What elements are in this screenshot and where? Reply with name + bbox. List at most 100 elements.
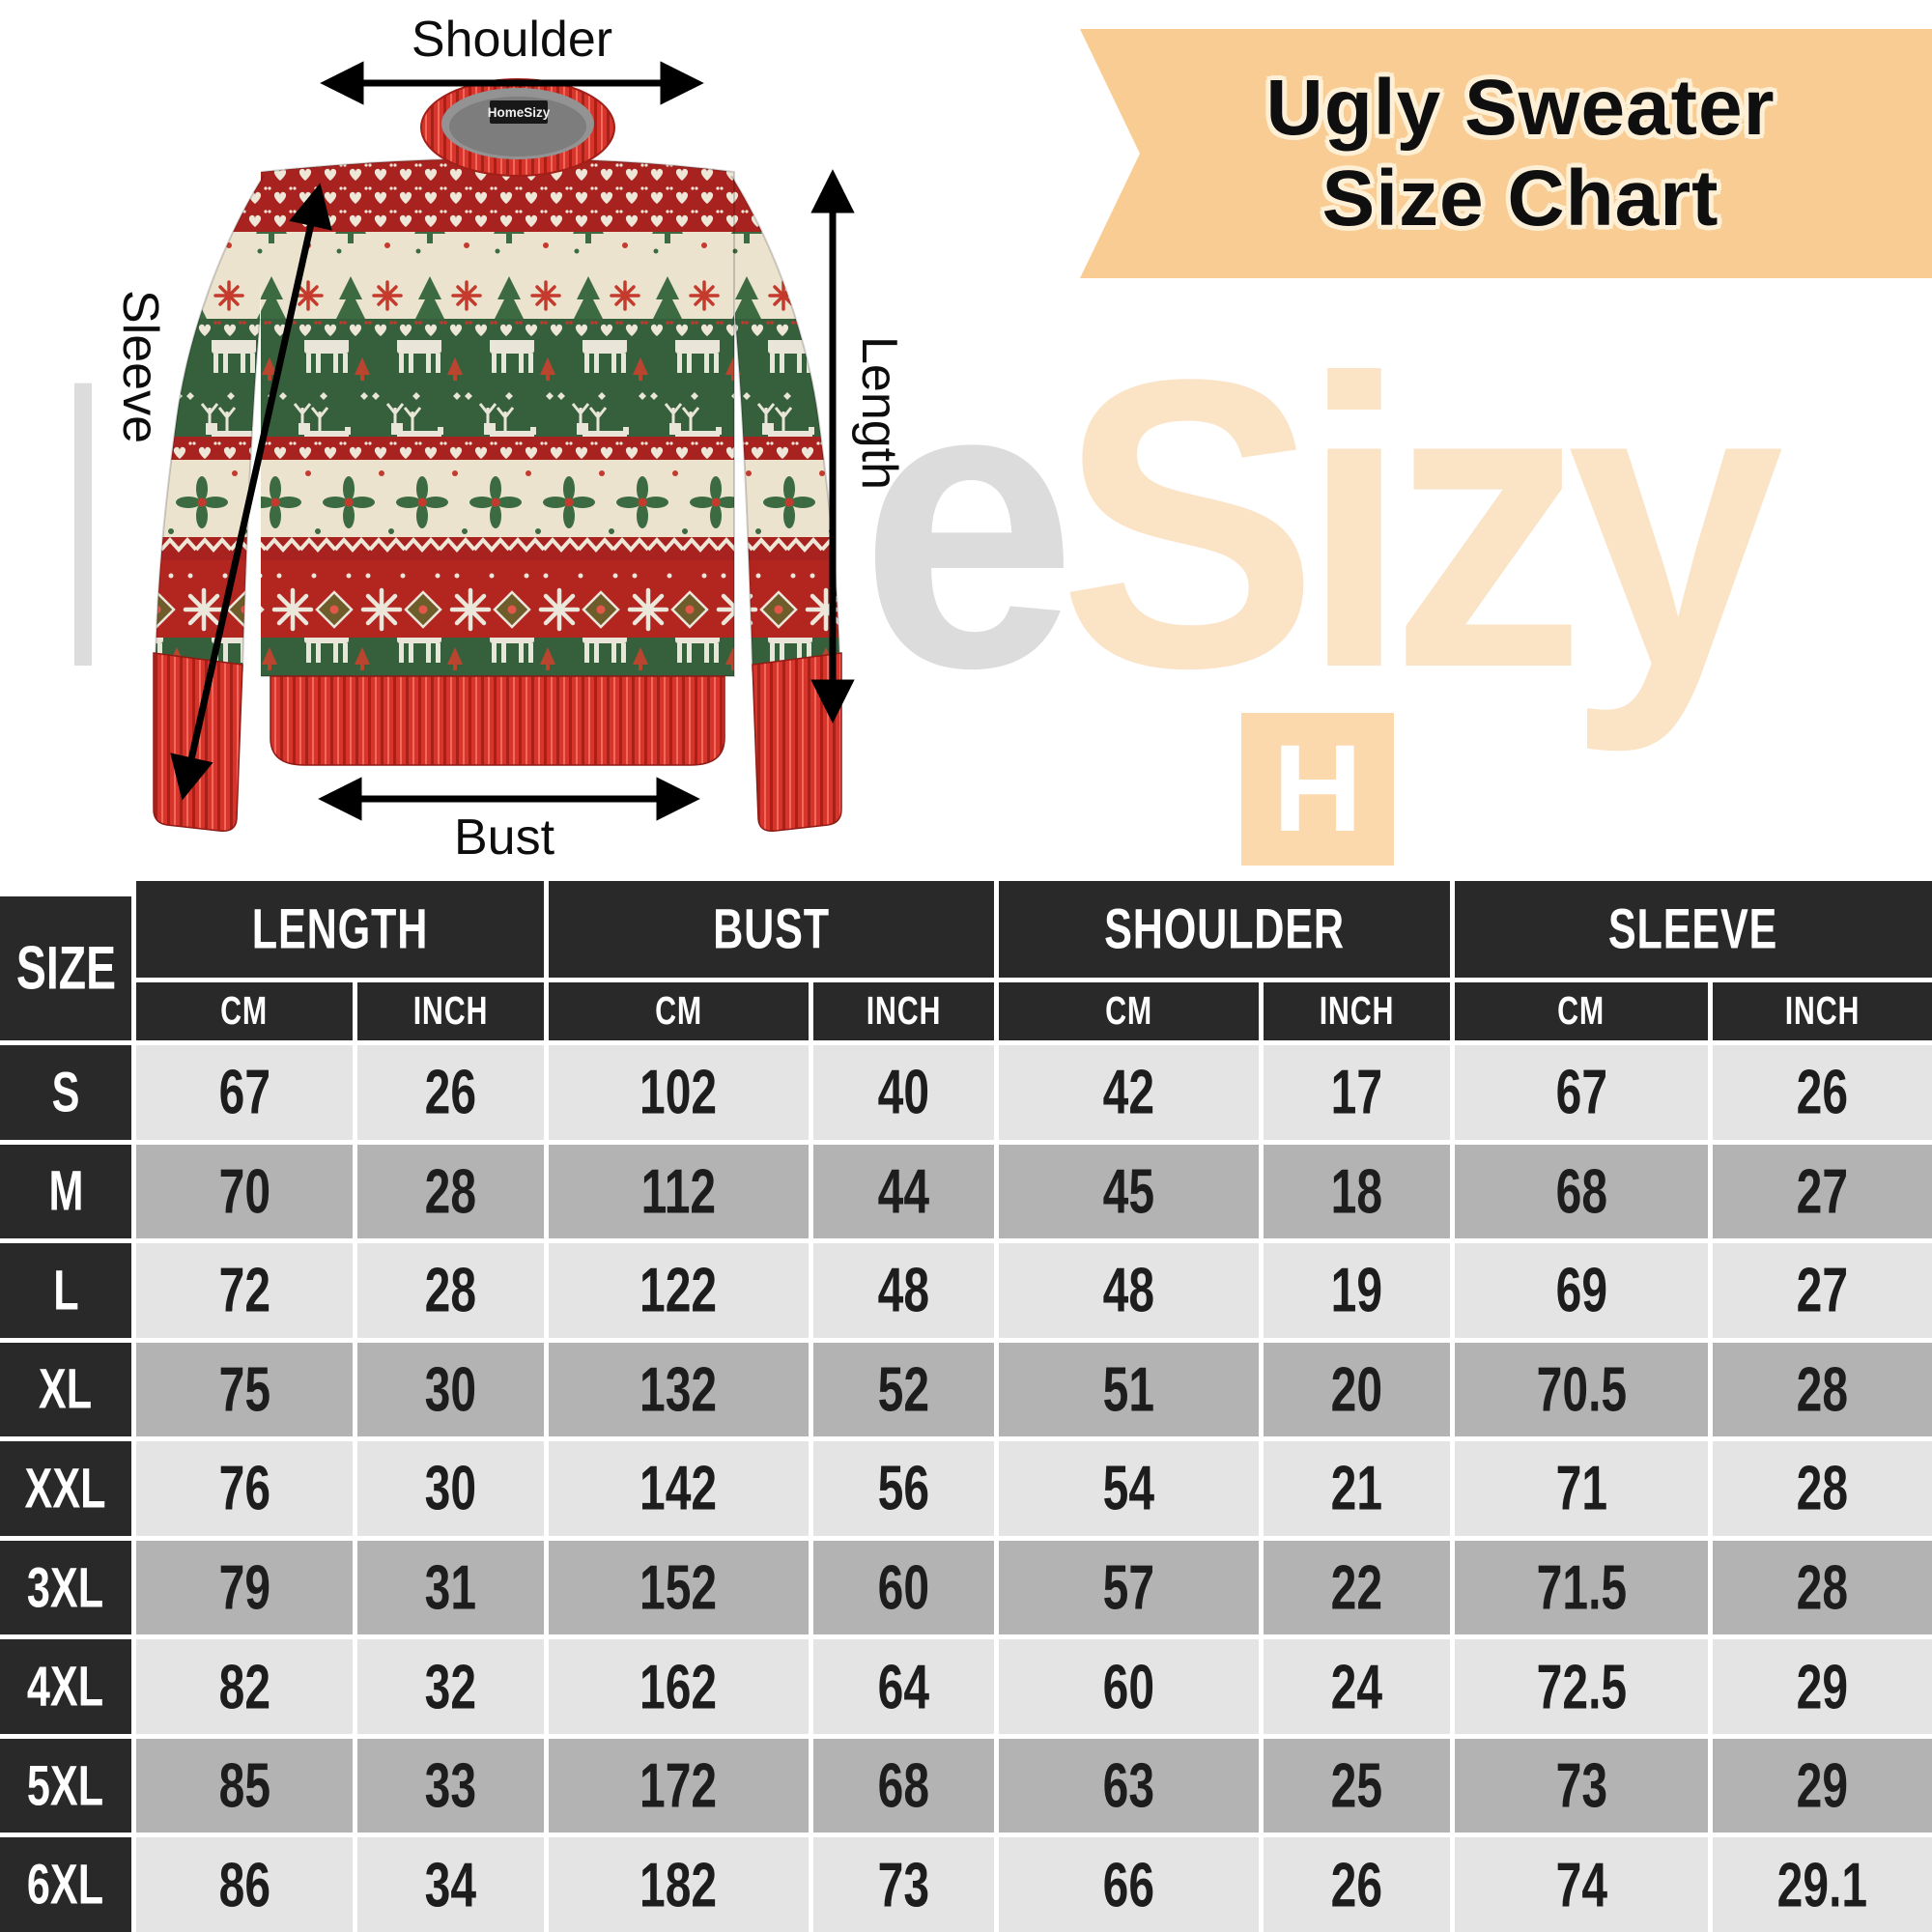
title-line-2: Size Chart [1321,155,1719,242]
group-header-sleeve: SLEEVE [1455,881,1932,978]
value-cell: 67 [136,1045,353,1140]
size-table: SIZE LENGTH BUST SHOULDER SLEEVE CM INCH… [0,881,1932,1932]
value-cell: 24 [1264,1639,1450,1734]
value-cell: 66 [999,1837,1259,1932]
unit-header-bust-cm: CM [549,982,809,1040]
value-cell: 82 [136,1639,353,1734]
value-cell: 32 [357,1639,544,1734]
value-cell: 56 [813,1441,994,1536]
unit-header-sleeve-inch: INCH [1713,982,1932,1040]
value-cell: 112 [549,1144,809,1239]
value-cell: 162 [549,1639,809,1734]
unit-header-shoulder-cm: CM [999,982,1259,1040]
unit-header-bust-inch: INCH [813,982,994,1040]
bust-label: Bust [454,810,555,866]
value-cell: 70.5 [1455,1342,1708,1437]
value-cell: 102 [549,1045,809,1140]
brand-logo-letter: H [1272,720,1363,858]
value-cell: 40 [813,1045,994,1140]
group-header-bust: BUST [549,881,994,978]
unit-header-length-cm: CM [136,982,353,1040]
value-cell: 57 [999,1540,1259,1635]
unit-header-sleeve-cm: CM [1455,982,1708,1040]
brand-logo: H [1241,713,1394,866]
sleeve-arrow [170,183,332,801]
value-cell: 48 [813,1243,994,1338]
value-cell: 132 [549,1342,809,1437]
value-cell: 69 [1455,1243,1708,1338]
value-cell: 29.1 [1713,1837,1932,1932]
value-cell: 27 [1713,1144,1932,1239]
value-cell: 31 [357,1540,544,1635]
value-cell: 21 [1264,1441,1450,1536]
row-size-label: S [0,1045,131,1140]
value-cell: 86 [136,1837,353,1932]
value-cell: 19 [1264,1243,1450,1338]
value-cell: 70 [136,1144,353,1239]
value-cell: 122 [549,1243,809,1338]
value-cell: 76 [136,1441,353,1536]
value-cell: 27 [1713,1243,1932,1338]
shoulder-label: Shoulder [412,12,612,68]
value-cell: 182 [549,1837,809,1932]
value-cell: 67 [1455,1045,1708,1140]
value-cell: 68 [813,1738,994,1833]
value-cell: 30 [357,1342,544,1437]
value-cell: 71 [1455,1441,1708,1536]
value-cell: 60 [999,1639,1259,1734]
value-cell: 29 [1713,1738,1932,1833]
value-cell: 72 [136,1243,353,1338]
group-header-length: LENGTH [136,881,544,978]
value-cell: 68 [1455,1144,1708,1239]
row-size-label: 3XL [0,1540,131,1635]
unit-header-shoulder-inch: INCH [1264,982,1450,1040]
length-label: Length [851,336,907,490]
value-cell: 63 [999,1738,1259,1833]
value-cell: 26 [357,1045,544,1140]
value-cell: 26 [1713,1045,1932,1140]
value-cell: 42 [999,1045,1259,1140]
group-header-shoulder: SHOULDER [999,881,1450,978]
value-cell: 29 [1713,1639,1932,1734]
value-cell: 75 [136,1342,353,1437]
collar-tag [490,100,548,124]
value-cell: 172 [549,1738,809,1833]
value-cell: 25 [1264,1738,1450,1833]
row-size-label: L [0,1243,131,1338]
value-cell: 74 [1455,1837,1708,1932]
row-size-label: 6XL [0,1837,131,1932]
value-cell: 73 [1455,1738,1708,1833]
unit-header-length-inch: INCH [357,982,544,1040]
collar-tag-label: HomeSizy [488,105,551,120]
value-cell: 73 [813,1837,994,1932]
value-cell: 72.5 [1455,1639,1708,1734]
value-cell: 152 [549,1540,809,1635]
value-cell: 28 [1713,1441,1932,1536]
value-cell: 44 [813,1144,994,1239]
value-cell: 33 [357,1738,544,1833]
row-size-label: XXL [0,1441,131,1536]
value-cell: 54 [999,1441,1259,1536]
value-cell: 85 [136,1738,353,1833]
value-cell: 18 [1264,1144,1450,1239]
size-column-header: SIZE [0,896,131,1040]
value-cell: 28 [1713,1342,1932,1437]
title-line-1: Ugly Sweater [1265,63,1776,152]
row-size-label: 4XL [0,1639,131,1734]
value-cell: 20 [1264,1342,1450,1437]
value-cell: 45 [999,1144,1259,1239]
value-cell: 34 [357,1837,544,1932]
value-cell: 52 [813,1342,994,1437]
value-cell: 17 [1264,1045,1450,1140]
measurement-overlay: Shoulder Sleeve Length Bust [112,12,907,866]
value-cell: 51 [999,1342,1259,1437]
value-cell: 28 [1713,1540,1932,1635]
row-size-label: 5XL [0,1738,131,1833]
watermark-sizy: Sizy [1058,295,1784,753]
value-cell: 142 [549,1441,809,1536]
value-cell: 28 [357,1243,544,1338]
sleeve-label: Sleeve [112,290,168,443]
value-cell: 79 [136,1540,353,1635]
value-cell: 71.5 [1455,1540,1708,1635]
